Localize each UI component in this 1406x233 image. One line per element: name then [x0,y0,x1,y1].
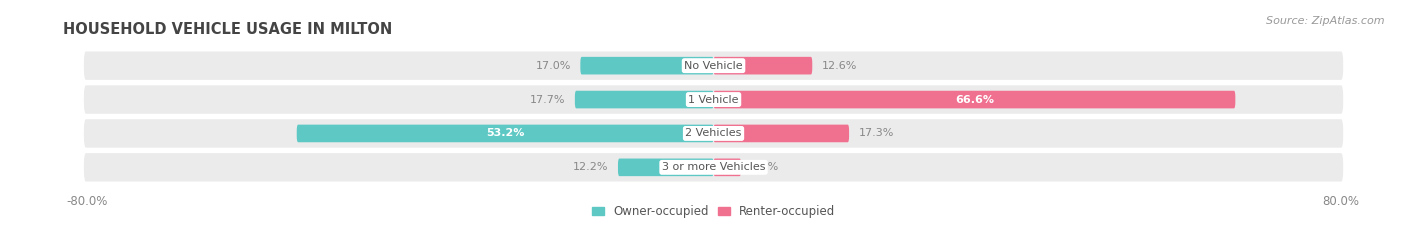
FancyBboxPatch shape [713,57,813,75]
FancyBboxPatch shape [83,50,1344,81]
FancyBboxPatch shape [83,84,1344,115]
Text: 17.0%: 17.0% [536,61,571,71]
FancyBboxPatch shape [713,158,741,176]
Text: 17.3%: 17.3% [859,128,894,138]
FancyBboxPatch shape [83,152,1344,183]
Text: No Vehicle: No Vehicle [685,61,742,71]
Text: 12.6%: 12.6% [821,61,858,71]
Text: 3.5%: 3.5% [751,162,779,172]
Text: 1 Vehicle: 1 Vehicle [689,95,738,105]
FancyBboxPatch shape [297,125,713,142]
FancyBboxPatch shape [575,91,713,108]
Text: 3 or more Vehicles: 3 or more Vehicles [662,162,765,172]
FancyBboxPatch shape [713,91,1236,108]
Text: 17.7%: 17.7% [530,95,565,105]
FancyBboxPatch shape [581,57,713,75]
FancyBboxPatch shape [619,158,713,176]
Text: 66.6%: 66.6% [955,95,994,105]
FancyBboxPatch shape [83,118,1344,149]
Text: Source: ZipAtlas.com: Source: ZipAtlas.com [1267,16,1385,26]
Text: HOUSEHOLD VEHICLE USAGE IN MILTON: HOUSEHOLD VEHICLE USAGE IN MILTON [63,22,392,37]
Legend: Owner-occupied, Renter-occupied: Owner-occupied, Renter-occupied [592,205,835,218]
FancyBboxPatch shape [713,125,849,142]
Text: 12.2%: 12.2% [574,162,609,172]
Text: 2 Vehicles: 2 Vehicles [685,128,742,138]
Text: 53.2%: 53.2% [486,128,524,138]
